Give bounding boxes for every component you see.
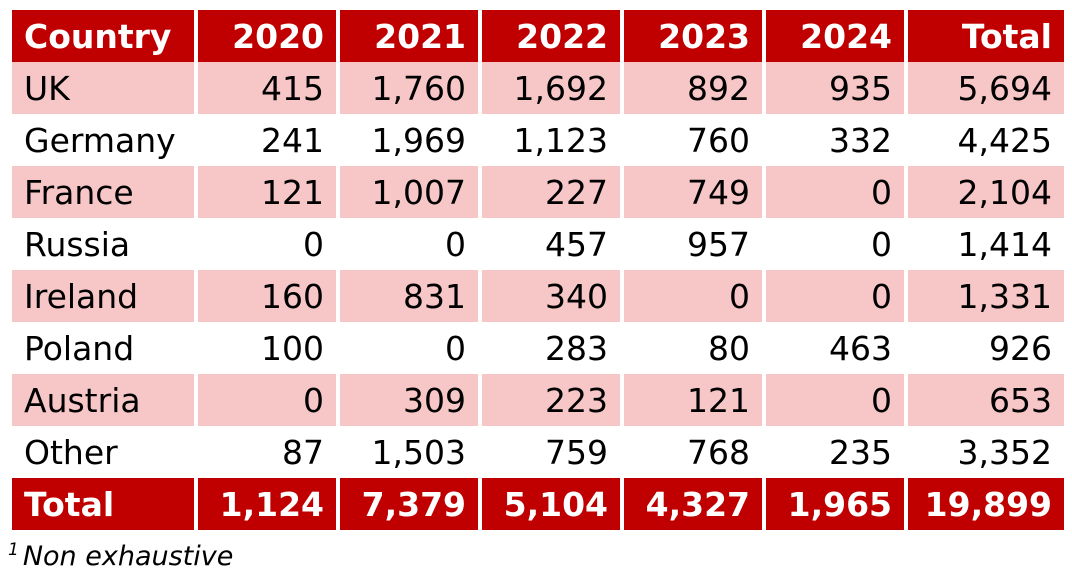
- cell-y2022: 340: [482, 270, 624, 322]
- cell-y2022: 1,123: [482, 114, 624, 166]
- cell-y2024: 0: [766, 218, 908, 270]
- cell-y2024: 463: [766, 322, 908, 374]
- cell-y2024: 1,965: [766, 478, 908, 530]
- cell-y2024: 332: [766, 114, 908, 166]
- footnote-marker: 1: [8, 540, 19, 560]
- cell-y2022: 1,692: [482, 62, 624, 114]
- cell-y2020: 160: [198, 270, 340, 322]
- cell-y2021: 1,760: [340, 62, 482, 114]
- cell-y2023: 768: [624, 426, 766, 478]
- cell-country: Poland: [12, 322, 198, 374]
- cell-y2022: 283: [482, 322, 624, 374]
- cell-country: Germany: [12, 114, 198, 166]
- total-row: Total 1,124 7,379 5,104 4,327 1,965 19,899: [12, 478, 1064, 530]
- cell-y2024: 0: [766, 270, 908, 322]
- cell-y2023: 892: [624, 62, 766, 114]
- cell-y2021: 309: [340, 374, 482, 426]
- header-row: Country 2020 2021 2022 2023 2024 Total: [12, 10, 1064, 62]
- cell-y2023: 80: [624, 322, 766, 374]
- cell-y2020: 87: [198, 426, 340, 478]
- cell-y2023: 749: [624, 166, 766, 218]
- cell-y2020: 100: [198, 322, 340, 374]
- cell-y2020: 0: [198, 218, 340, 270]
- cell-total: 653: [908, 374, 1064, 426]
- header-cell-y2024: 2024: [766, 10, 908, 62]
- cell-y2022: 223: [482, 374, 624, 426]
- cell-y2021: 1,007: [340, 166, 482, 218]
- table-row: Other 87 1,503 759 768 235 3,352: [12, 426, 1064, 478]
- cell-y2021: 831: [340, 270, 482, 322]
- cell-y2022: 759: [482, 426, 624, 478]
- cell-total: 3,352: [908, 426, 1064, 478]
- cell-y2021: 1,503: [340, 426, 482, 478]
- country-year-table: Country 2020 2021 2022 2023 2024 Total UK 415 1,7…: [12, 10, 1064, 530]
- table-row: Germany 241 1,969 1,123 760 332 4,425: [12, 114, 1064, 166]
- table-row: France 121 1,007 227 749 0 2,104: [12, 166, 1064, 218]
- cell-total: 1,414: [908, 218, 1064, 270]
- cell-y2020: 1,124: [198, 478, 340, 530]
- cell-total: 5,694: [908, 62, 1064, 114]
- footnote-text: Non exhaustive: [22, 541, 234, 572]
- cell-total: 926: [908, 322, 1064, 374]
- cell-y2020: 415: [198, 62, 340, 114]
- cell-y2023: 957: [624, 218, 766, 270]
- footnote: 1 Non exhaustive: [8, 540, 233, 572]
- cell-total: 2,104: [908, 166, 1064, 218]
- cell-country: Russia: [12, 218, 198, 270]
- cell-y2022: 227: [482, 166, 624, 218]
- cell-y2020: 0: [198, 374, 340, 426]
- cell-country: Total: [12, 478, 198, 530]
- cell-y2024: 235: [766, 426, 908, 478]
- cell-country: France: [12, 166, 198, 218]
- cell-y2020: 241: [198, 114, 340, 166]
- header-cell-total: Total: [908, 10, 1064, 62]
- cell-y2020: 121: [198, 166, 340, 218]
- header-cell-y2020: 2020: [198, 10, 340, 62]
- header-cell-y2023: 2023: [624, 10, 766, 62]
- cell-y2023: 0: [624, 270, 766, 322]
- cell-y2024: 0: [766, 374, 908, 426]
- cell-country: Other: [12, 426, 198, 478]
- cell-country: UK: [12, 62, 198, 114]
- cell-total: 19,899: [908, 478, 1064, 530]
- cell-y2022: 457: [482, 218, 624, 270]
- header-cell-y2022: 2022: [482, 10, 624, 62]
- header-cell-country: Country: [12, 10, 198, 62]
- cell-y2021: 0: [340, 322, 482, 374]
- cell-y2023: 4,327: [624, 478, 766, 530]
- cell-y2023: 760: [624, 114, 766, 166]
- table-row: Austria 0 309 223 121 0 653: [12, 374, 1064, 426]
- header-cell-y2021: 2021: [340, 10, 482, 62]
- cell-y2021: 1,969: [340, 114, 482, 166]
- cell-y2021: 0: [340, 218, 482, 270]
- cell-total: 4,425: [908, 114, 1064, 166]
- cell-y2024: 935: [766, 62, 908, 114]
- table-body: Country 2020 2021 2022 2023 2024 Total UK 415 1,7…: [12, 10, 1064, 530]
- table-row: Russia 0 0 457 957 0 1,414: [12, 218, 1064, 270]
- cell-y2022: 5,104: [482, 478, 624, 530]
- cell-y2024: 0: [766, 166, 908, 218]
- cell-country: Ireland: [12, 270, 198, 322]
- cell-y2023: 121: [624, 374, 766, 426]
- table-row: UK 415 1,760 1,692 892 935 5,694: [12, 62, 1064, 114]
- cell-total: 1,331: [908, 270, 1064, 322]
- cell-country: Austria: [12, 374, 198, 426]
- table-row: Ireland 160 831 340 0 0 1,331: [12, 270, 1064, 322]
- cell-y2021: 7,379: [340, 478, 482, 530]
- table-row: Poland 100 0 283 80 463 926: [12, 322, 1064, 374]
